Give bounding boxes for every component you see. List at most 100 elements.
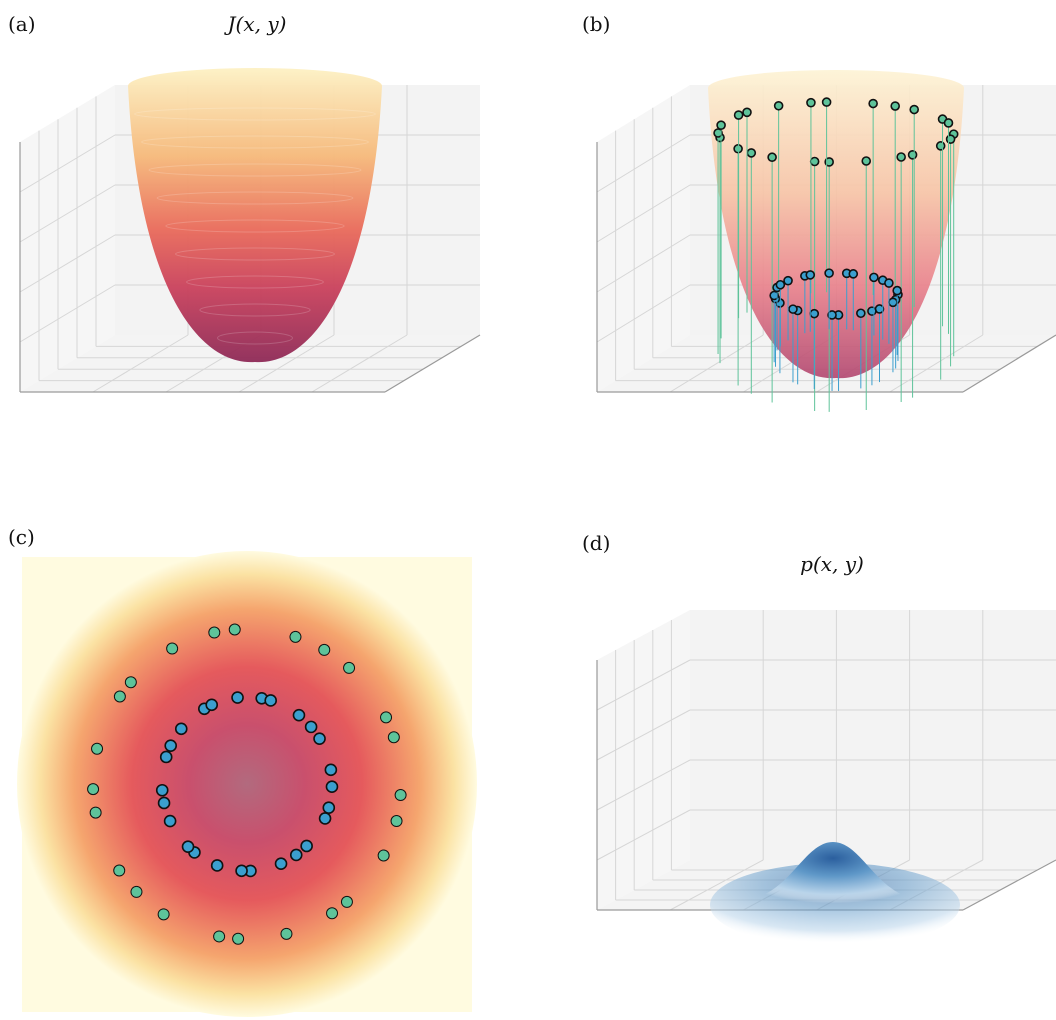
inner-point <box>856 308 866 319</box>
inner-point <box>824 268 834 278</box>
grid-line <box>669 859 764 911</box>
grid-line <box>596 234 691 293</box>
panel-label-b: (b) <box>582 12 610 36</box>
panel-title-a: J(x, y) <box>224 12 287 36</box>
outer-point <box>390 815 403 828</box>
grid-line <box>669 334 764 393</box>
inner-point <box>292 708 306 722</box>
outer-point <box>806 97 816 108</box>
outer-point <box>87 783 100 796</box>
outer-point <box>318 643 331 656</box>
outer-point <box>91 742 104 755</box>
surface-contour <box>141 135 369 149</box>
outer-point <box>716 120 726 130</box>
inner-point <box>164 739 178 752</box>
outer-point <box>213 930 226 943</box>
panel-d-gaussian <box>596 610 1056 947</box>
inner-point <box>300 839 313 853</box>
inner-point <box>155 783 169 797</box>
inner-point <box>157 796 171 810</box>
outer-point <box>945 134 956 144</box>
inner-point <box>848 269 859 279</box>
inner-point <box>884 278 894 288</box>
outer-point <box>746 148 757 158</box>
pane-left <box>597 610 690 910</box>
outer-point <box>909 104 920 115</box>
grid-line <box>311 334 408 393</box>
gaussian-surface <box>752 842 914 907</box>
grid-line <box>596 709 691 761</box>
outer-point <box>907 150 918 160</box>
grid-line <box>596 284 691 343</box>
outer-point <box>387 731 400 744</box>
outer-point <box>113 864 126 877</box>
outer-point <box>326 907 339 920</box>
outer-point <box>289 630 302 643</box>
inner-point <box>867 306 877 316</box>
inner-point <box>235 864 248 878</box>
outer-point <box>166 642 179 655</box>
inner-point <box>325 780 339 794</box>
panel-label-d: (d) <box>582 531 610 555</box>
inner-point <box>304 720 318 734</box>
panel-label-c: (c) <box>8 525 35 549</box>
surface-contour <box>175 247 335 261</box>
pane-left <box>20 85 115 392</box>
inner-point <box>892 285 902 296</box>
grid-line <box>889 334 984 393</box>
paraboloid-surface <box>128 68 382 363</box>
grid-line <box>92 334 189 393</box>
outer-point <box>821 97 832 107</box>
panel-c-heatmap <box>17 551 477 1017</box>
outer-point <box>824 157 834 167</box>
inner-point <box>181 840 195 853</box>
outer-point <box>809 156 820 167</box>
grid-line <box>596 184 691 243</box>
grid-line <box>596 809 691 861</box>
outer-point <box>773 100 784 111</box>
inner-point <box>324 763 338 777</box>
inner-point <box>289 848 303 862</box>
grid-line <box>19 134 116 193</box>
inner-point <box>827 310 837 320</box>
surface-contour <box>199 303 311 317</box>
panel-b-surface-scatter <box>596 70 1056 412</box>
inner-point <box>205 698 219 712</box>
grid-line <box>596 659 691 711</box>
heatmap-field <box>17 551 477 1017</box>
outer-point <box>394 789 407 802</box>
outer-point <box>742 107 752 118</box>
axis-line <box>962 334 1056 393</box>
inner-point <box>809 308 820 319</box>
surface-contour <box>165 219 345 233</box>
inner-point <box>210 859 224 872</box>
outer-point <box>943 118 954 128</box>
outer-point <box>89 806 102 819</box>
inner-point <box>163 814 177 828</box>
outer-point <box>380 711 393 724</box>
outer-point <box>935 141 946 151</box>
outer-point <box>896 152 906 162</box>
outer-point <box>157 908 170 921</box>
inner-point <box>869 272 879 283</box>
pane-floor <box>20 335 480 392</box>
outer-point <box>890 101 900 111</box>
outer-point <box>228 623 241 636</box>
inner-point <box>264 694 277 707</box>
outer-point <box>713 128 723 138</box>
grid-line <box>596 759 691 811</box>
surface-contour <box>134 107 376 121</box>
surface-contour <box>186 275 324 289</box>
axis-line <box>384 334 481 393</box>
outer-point <box>124 676 137 689</box>
inner-point <box>174 722 188 736</box>
inner-point <box>775 279 786 290</box>
inner-point <box>888 297 898 308</box>
grid-line <box>19 184 116 243</box>
inner-point <box>788 304 798 314</box>
pane-back <box>690 610 1056 860</box>
outer-point <box>377 849 390 862</box>
outer-point <box>113 690 126 703</box>
outer-point <box>767 152 777 163</box>
